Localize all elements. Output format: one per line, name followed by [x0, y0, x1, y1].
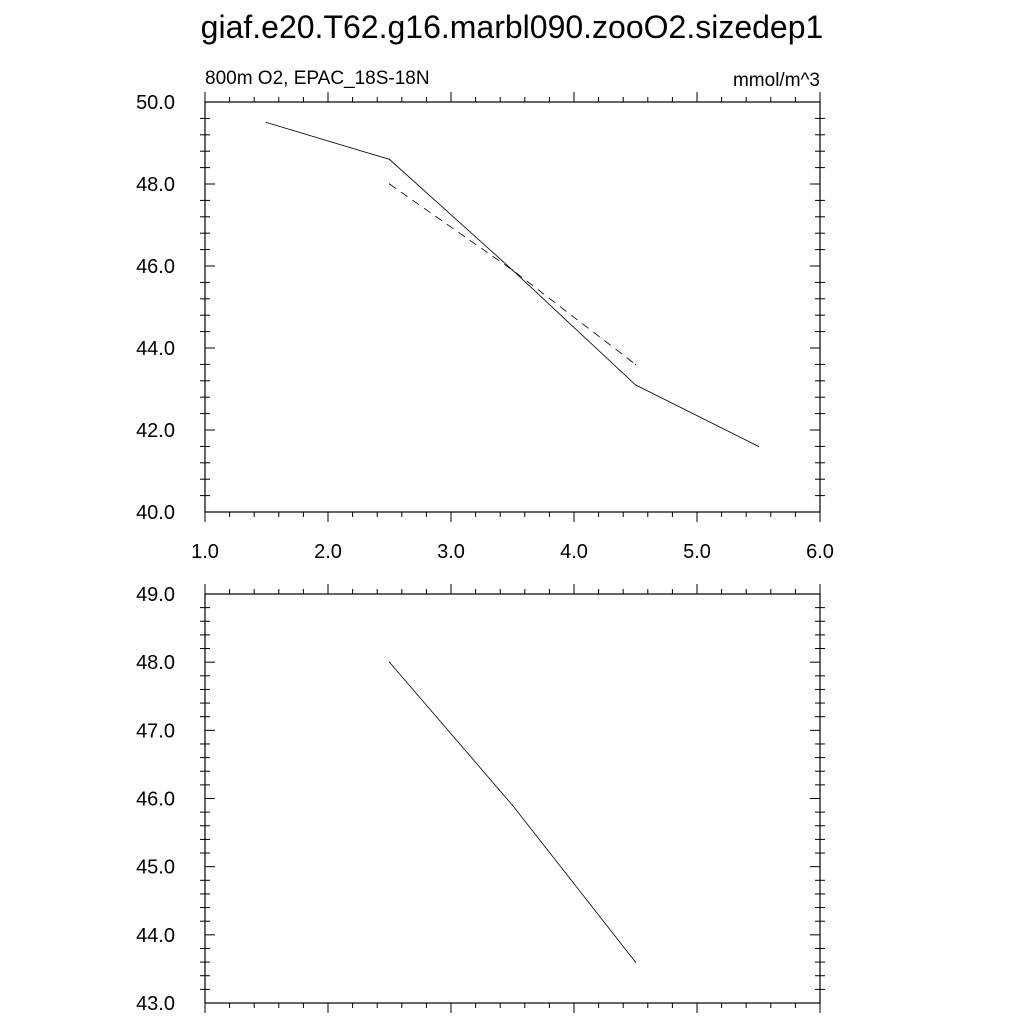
- data-point: [634, 384, 637, 386]
- y-tick-label: 48.0: [136, 174, 175, 196]
- series-line-solid: [266, 122, 759, 447]
- data-point: [634, 961, 637, 963]
- y-tick-label: 45.0: [136, 857, 175, 879]
- y-tick-label: 50.0: [136, 92, 175, 114]
- y-tick-label: 40.0: [136, 502, 175, 524]
- y-tick-label: 46.0: [136, 789, 175, 811]
- y-tick-label: 44.0: [136, 338, 175, 360]
- panel-1-right-label: mmol/m^3: [733, 70, 820, 91]
- x-tick-label: 3.0: [437, 541, 465, 563]
- series-line-solid: [389, 661, 636, 963]
- x-tick-label: 2.0: [314, 541, 342, 563]
- panel-1-left-label: 800m O2, EPAC_18S-18N: [205, 68, 430, 89]
- data-point: [634, 363, 637, 365]
- x-tick-label: 6.0: [806, 541, 834, 563]
- data-point: [511, 804, 514, 806]
- data-point: [388, 158, 391, 160]
- series-line-dashed: [389, 183, 636, 365]
- y-tick-label: 48.0: [136, 652, 175, 674]
- data-point: [511, 269, 514, 271]
- figure-title: giaf.e20.T62.g16.marbl090.zooO2.sizedep1: [201, 9, 824, 45]
- x-tick-label: 1.0: [191, 541, 219, 563]
- y-tick-label: 47.0: [136, 720, 175, 742]
- data-point: [757, 445, 760, 447]
- plot-frame: [204, 101, 821, 513]
- panel-1-plot: 1.0 2.0 3.0 4.0 5.0 6.0 40.0 42.0 44.0 46.0 48.0 50…: [136, 92, 834, 563]
- plot-frame: [204, 593, 821, 1004]
- y-tick-label: 49.0: [136, 584, 175, 606]
- y-tick-label: 44.0: [136, 925, 175, 947]
- x-tick-label: 4.0: [560, 541, 588, 563]
- y-tick-label: 46.0: [136, 256, 175, 278]
- data-point: [388, 183, 391, 185]
- data-point: [388, 661, 391, 663]
- panel-2-plot: 43.0 44.0 45.0 46.0 47.0 48.0 49.0: [136, 584, 825, 1015]
- data-point: [265, 121, 268, 124]
- y-tick-label: 42.0: [136, 420, 175, 442]
- x-tick-label: 5.0: [683, 541, 711, 563]
- y-tick-label: 43.0: [136, 993, 175, 1015]
